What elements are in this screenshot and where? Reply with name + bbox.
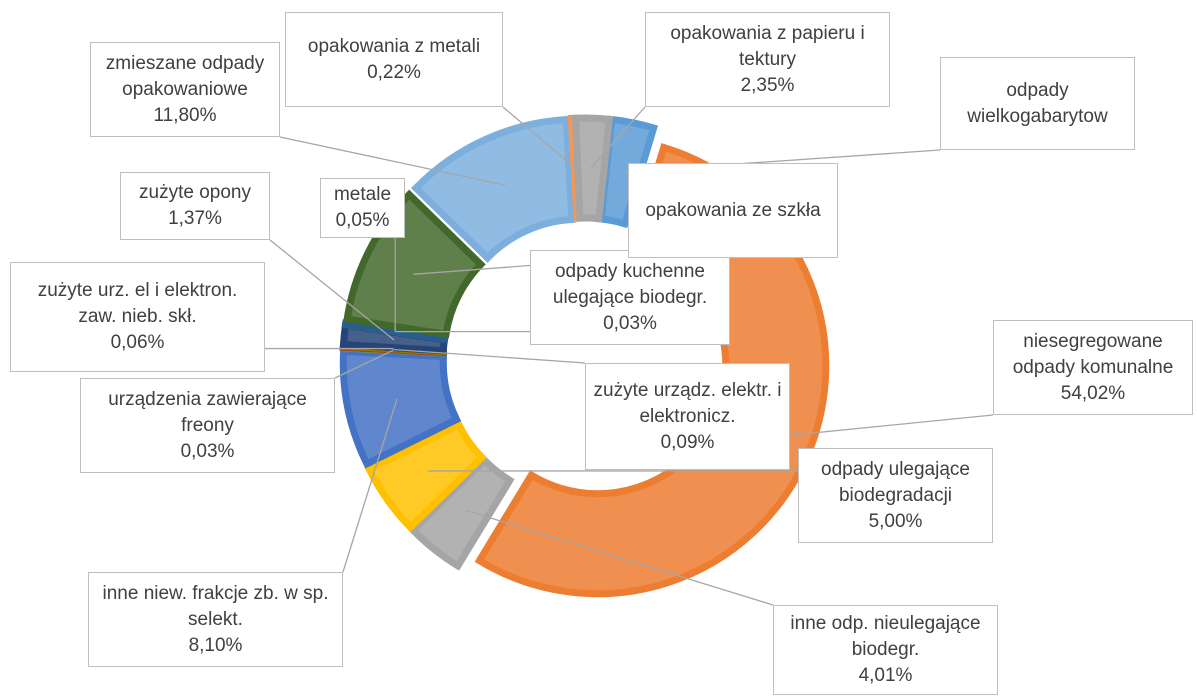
label-value: 2,35%	[740, 74, 795, 96]
leader-line	[590, 106, 646, 169]
label-name: zużyte opony	[139, 182, 251, 203]
data-label: urządzenia zawierające freony 0,03%	[80, 378, 335, 473]
data-label: inne odp. nieulegające biodegr. 4,01%	[773, 605, 998, 695]
data-label: opakowania z metali 0,22%	[285, 12, 503, 107]
donut-segment	[410, 115, 576, 263]
data-label: inne niew. frakcje zb. w sp. selekt. 8,10…	[88, 572, 343, 667]
label-name: metale	[333, 184, 392, 205]
leader-line	[393, 348, 586, 364]
donut-segment	[343, 189, 486, 339]
data-label: odpady ulegające biodegradacji 5,00%	[798, 448, 993, 543]
donut-segment	[571, 114, 614, 223]
donut-segment	[364, 420, 487, 533]
data-label: zużyte opony 1,37%	[120, 172, 270, 240]
leader-line	[279, 136, 506, 186]
data-label: odpady wielkogabarytow	[940, 57, 1135, 150]
label-name: opakowania z metali	[307, 35, 481, 57]
label-name: zużyte urz. el i elektron. zaw. nieb. sk…	[37, 280, 238, 327]
leader-line	[760, 414, 994, 439]
label-value: 8,10%	[188, 634, 243, 656]
donut-segment	[339, 347, 462, 469]
data-label: zużyte urz. el i elektron. zaw. nieb. sk…	[10, 262, 265, 372]
label-name: odpady ulegające biodegradacji	[821, 458, 970, 506]
label-name: odpady wielkogabarytow	[967, 79, 1108, 127]
label-value: 0,22%	[367, 61, 421, 83]
data-label: zużyte urządz. elektr. i elektronicz. 0,0…	[585, 363, 790, 470]
leader-line	[465, 509, 774, 606]
label-name: urządzenia zawierające freony	[108, 388, 307, 436]
label-value: 0,03%	[180, 440, 235, 462]
label-name: opakowania z papieru i tektury	[670, 22, 865, 70]
label-name: inne niew. frakcje zb. w sp. selekt.	[102, 582, 329, 630]
label-name: zużyte urządz. elektr. i elektronicz.	[593, 379, 782, 427]
data-label: opakowania ze szkła	[628, 163, 838, 258]
data-label: niesegregowane odpady komunalne 54,02%	[993, 320, 1193, 415]
donut-segment	[474, 143, 830, 598]
data-label: zmieszane odpady opakowaniowe 11,80%	[90, 42, 280, 137]
data-label: metale 0,05%	[320, 178, 405, 238]
label-value: 0,06%	[110, 332, 165, 353]
data-label: opakowania z papieru i tektury 2,35%	[645, 12, 890, 107]
label-value: 0,09%	[660, 431, 715, 453]
label-value: 0,03%	[603, 312, 657, 334]
label-name: zmieszane odpady opakowaniowe	[105, 52, 265, 100]
label-value: 54,02%	[1060, 382, 1126, 404]
leader-line	[269, 239, 395, 341]
label-value: 11,80%	[153, 104, 217, 126]
leader-line	[342, 398, 398, 573]
label-value: 1,37%	[168, 208, 222, 229]
label-value: 4,01%	[858, 665, 913, 686]
label-name: opakowania ze szkła	[645, 199, 821, 221]
leader-line	[334, 349, 394, 379]
data-label: odpady kuchenne ulegające biodegr. 0,03%	[530, 250, 730, 345]
donut-segment	[408, 455, 515, 571]
leader-line	[502, 106, 576, 169]
label-value: 0,05%	[335, 210, 390, 231]
label-name: odpady kuchenne ulegające biodegr.	[552, 260, 708, 308]
label-name: inne odp. nieulegające biodegr.	[790, 613, 981, 660]
label-name: niesegregowane odpady komunalne	[1012, 330, 1174, 378]
label-value: 5,00%	[868, 510, 923, 532]
